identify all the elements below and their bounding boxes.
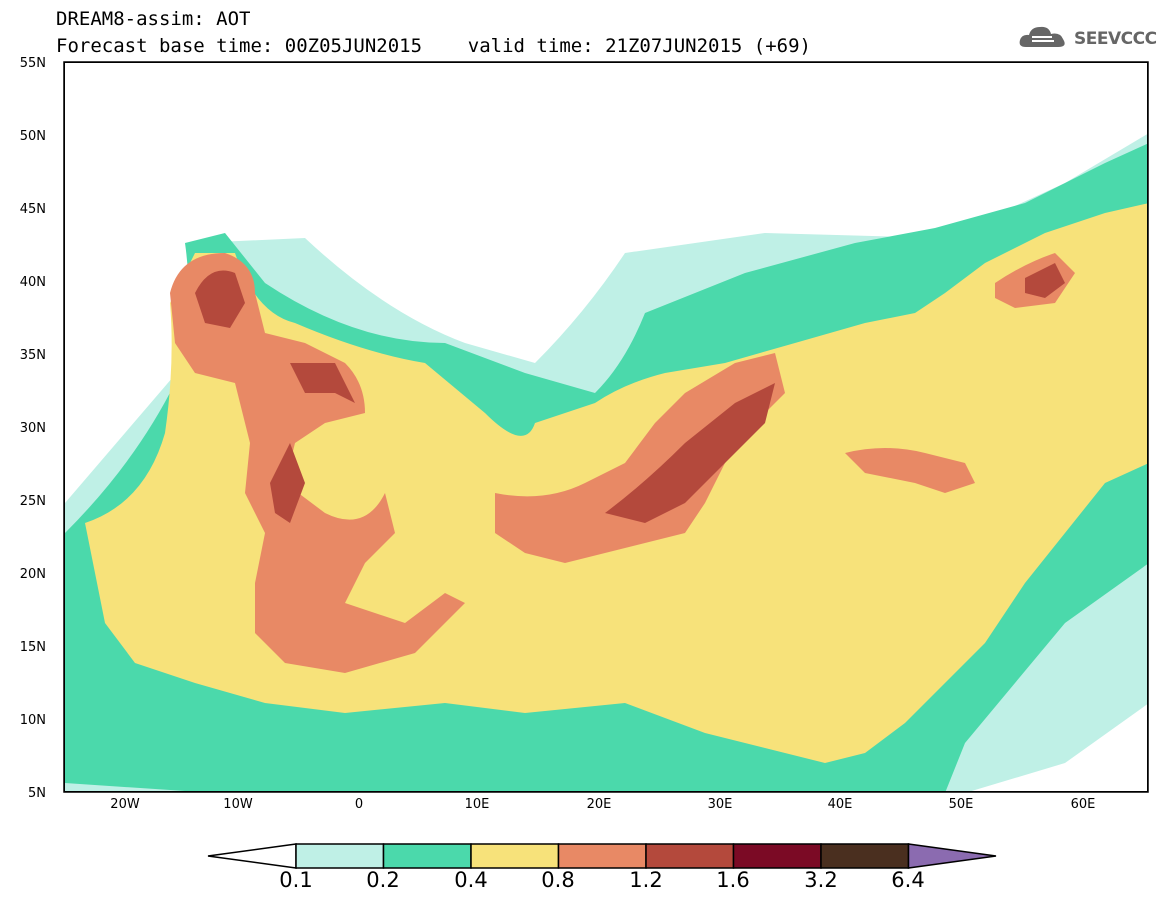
chart-title-line1: DREAM8-assim: AOT	[56, 8, 251, 30]
lat-tick: 10N	[19, 713, 46, 728]
colorbar-segment	[645, 843, 735, 869]
lat-tick: 25N	[19, 494, 46, 509]
colorbar-label: 0.1	[279, 868, 313, 892]
lat-tick: 45N	[19, 202, 46, 217]
lat-tick: 30N	[19, 421, 46, 436]
colorbar-segment	[557, 843, 647, 869]
lat-tick: 5N	[28, 786, 46, 801]
cloud-icon	[1018, 23, 1070, 55]
colorbar-segment	[295, 843, 385, 869]
lat-tick: 40N	[19, 275, 46, 290]
colorbar-label: 3.2	[804, 868, 838, 892]
colorbar-label: 1.2	[629, 868, 663, 892]
colorbar-segment	[382, 843, 472, 869]
colorbar-segment	[820, 843, 910, 869]
colorbar-high-arrow	[907, 843, 997, 869]
colorbar-label: 0.8	[541, 868, 575, 892]
colorbar-label: 0.2	[366, 868, 400, 892]
lon-tick: 40E	[827, 797, 853, 812]
lat-tick: 35N	[19, 348, 46, 363]
colorbar-label: 1.6	[716, 868, 750, 892]
lon-tick: 10W	[223, 797, 253, 812]
lat-tick: 15N	[19, 640, 46, 655]
colorbar-segment	[470, 843, 560, 869]
lon-tick: 20W	[110, 797, 140, 812]
lon-tick: 60E	[1070, 797, 1096, 812]
lon-tick: 20E	[586, 797, 612, 812]
colorbar-label: 0.4	[454, 868, 488, 892]
chart-title-line2: Forecast base time: 00Z05JUN2015 valid t…	[56, 35, 811, 57]
lat-tick: 20N	[19, 567, 46, 582]
colorbar-segment	[732, 843, 822, 869]
lon-tick: 10E	[464, 797, 490, 812]
colorbar-label: 6.4	[891, 868, 925, 892]
lat-tick: 55N	[19, 56, 46, 71]
seevccc-logo: SEEVCCC	[1018, 24, 1157, 54]
lon-tick: 30E	[707, 797, 733, 812]
lat-tick: 50N	[19, 129, 46, 144]
lon-tick: 0	[354, 797, 364, 812]
colorbar-low-arrow	[207, 843, 297, 869]
lon-tick: 50E	[948, 797, 974, 812]
logo-text: SEEVCCC	[1074, 29, 1157, 49]
